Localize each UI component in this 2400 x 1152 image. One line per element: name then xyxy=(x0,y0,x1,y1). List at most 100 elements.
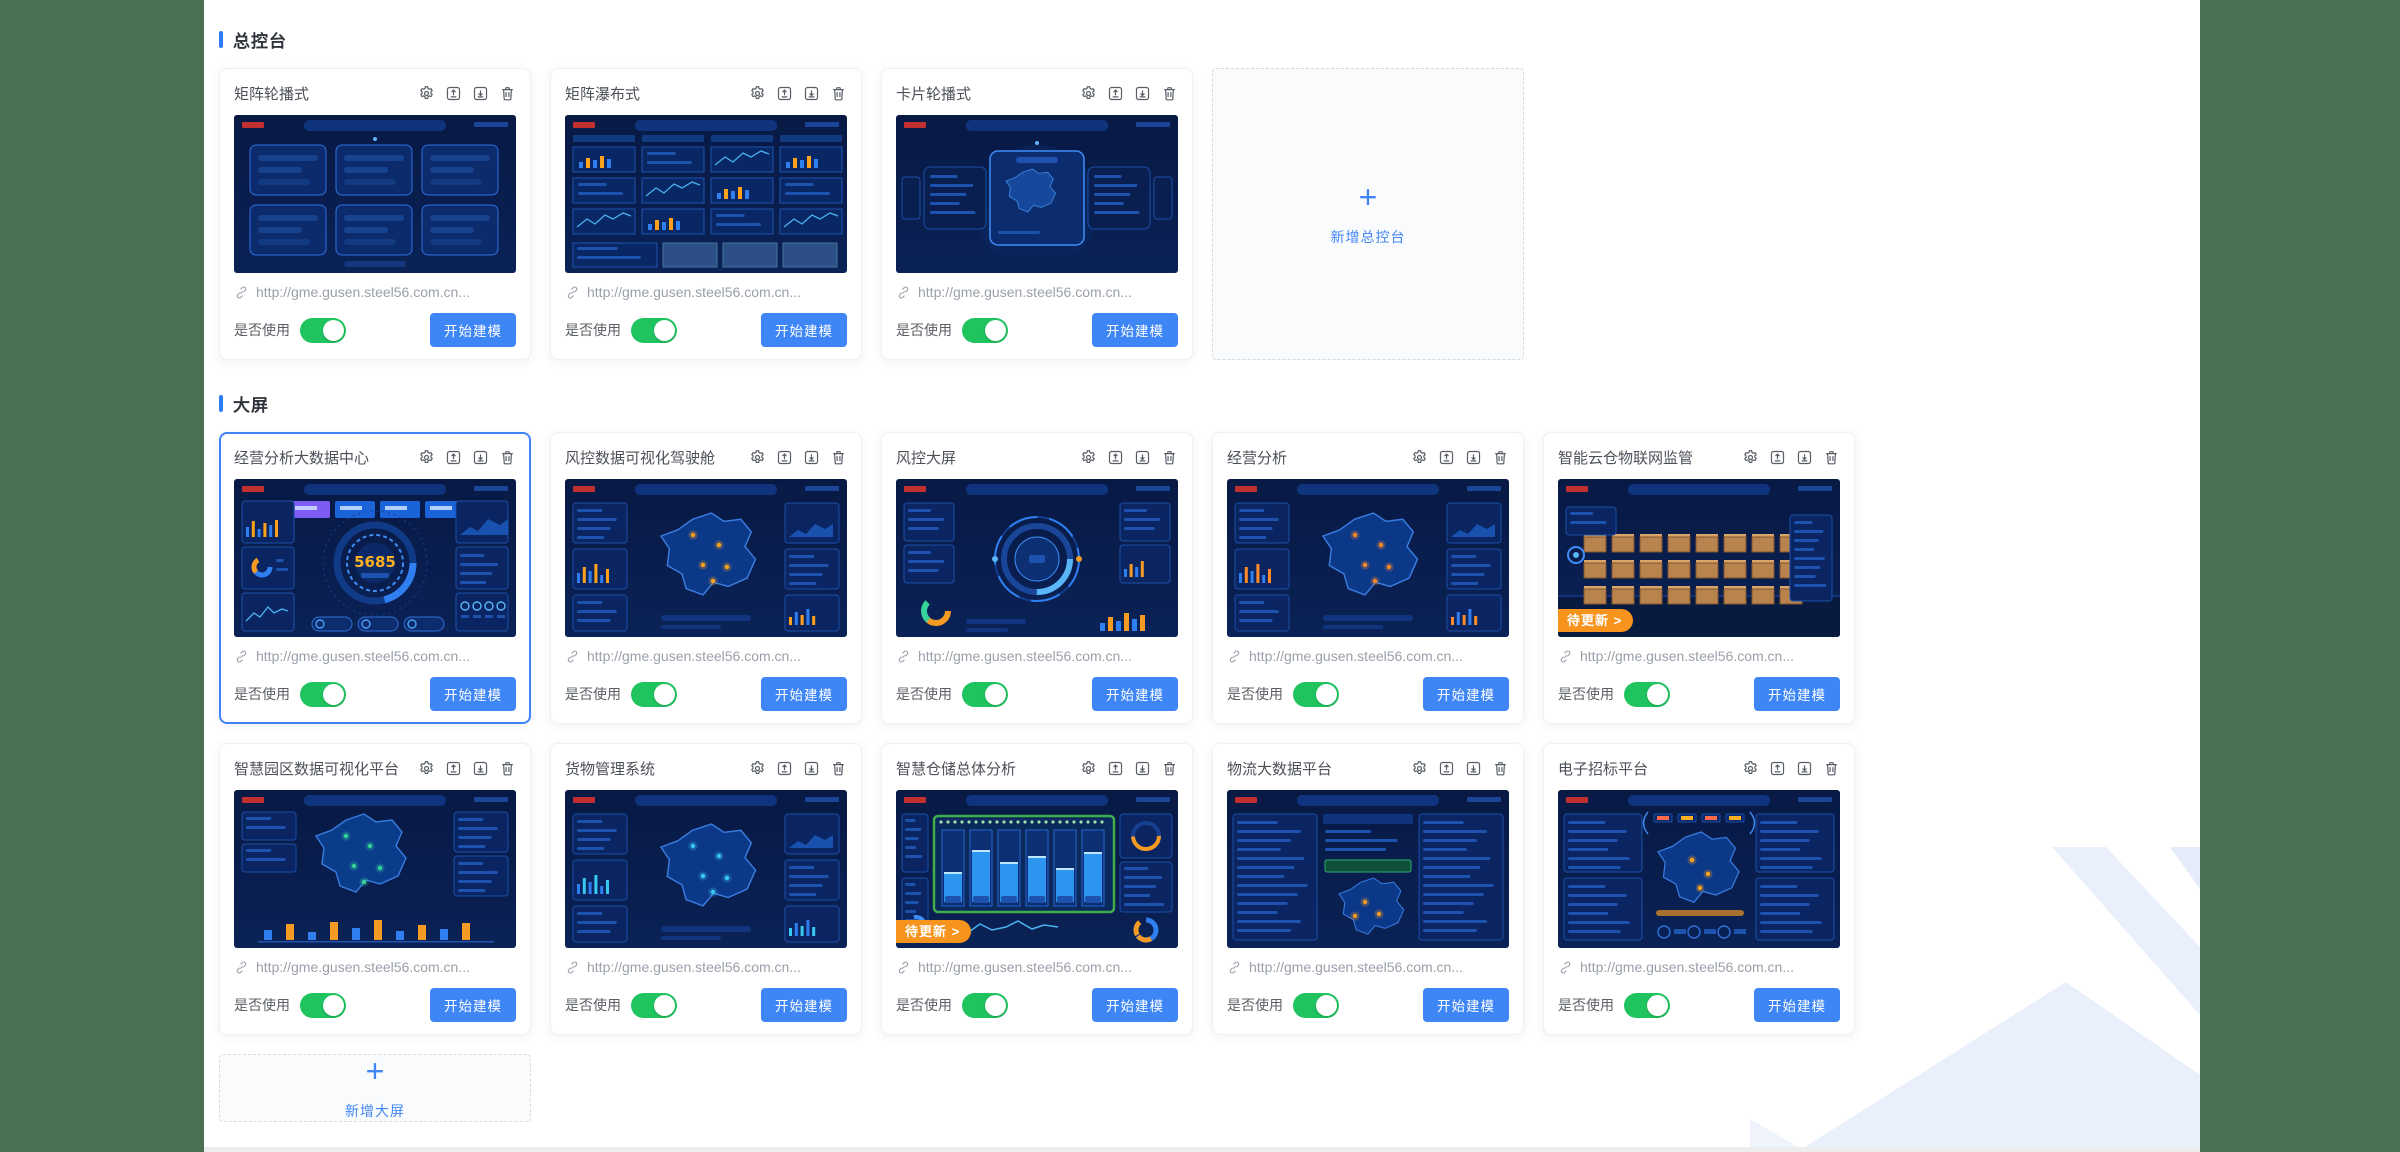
use-toggle[interactable] xyxy=(300,317,346,343)
start-modeling-button[interactable]: 开始建模 xyxy=(761,313,847,347)
use-toggle[interactable] xyxy=(962,317,1008,343)
settings-icon[interactable] xyxy=(418,85,435,102)
start-modeling-button[interactable]: 开始建模 xyxy=(1423,988,1509,1022)
start-modeling-button[interactable]: 开始建模 xyxy=(1092,988,1178,1022)
start-modeling-button[interactable]: 开始建模 xyxy=(1423,677,1509,711)
upload-icon[interactable] xyxy=(1769,760,1786,777)
upload-icon[interactable] xyxy=(776,760,793,777)
settings-icon[interactable] xyxy=(749,760,766,777)
download-icon[interactable] xyxy=(472,449,489,466)
start-modeling-button[interactable]: 开始建模 xyxy=(430,677,516,711)
settings-icon[interactable] xyxy=(1742,760,1759,777)
settings-icon[interactable] xyxy=(1411,760,1428,777)
delete-icon[interactable] xyxy=(830,85,847,102)
settings-icon[interactable] xyxy=(1411,449,1428,466)
dashboard-preview-thumbnail[interactable] xyxy=(1227,479,1509,637)
update-badge[interactable]: 待更新 > xyxy=(896,920,972,943)
upload-icon[interactable] xyxy=(445,449,462,466)
start-modeling-button[interactable]: 开始建模 xyxy=(1754,988,1840,1022)
use-toggle[interactable] xyxy=(962,992,1008,1018)
upload-icon[interactable] xyxy=(1107,760,1124,777)
download-icon[interactable] xyxy=(1134,760,1151,777)
dashboard-preview-thumbnail[interactable]: 待更新 > xyxy=(1558,479,1840,637)
delete-icon[interactable] xyxy=(1161,449,1178,466)
settings-icon[interactable] xyxy=(1742,449,1759,466)
delete-icon[interactable] xyxy=(1161,85,1178,102)
delete-icon[interactable] xyxy=(499,449,516,466)
dashboard-url[interactable]: http://gme.gusen.steel56.com.cn... xyxy=(565,284,847,300)
use-toggle[interactable] xyxy=(1624,681,1670,707)
use-toggle[interactable] xyxy=(1624,992,1670,1018)
upload-icon[interactable] xyxy=(1107,85,1124,102)
dashboard-url[interactable]: http://gme.gusen.steel56.com.cn... xyxy=(896,284,1178,300)
download-icon[interactable] xyxy=(803,760,820,777)
use-toggle[interactable] xyxy=(300,992,346,1018)
dashboard-preview-thumbnail[interactable] xyxy=(1227,790,1509,948)
download-icon[interactable] xyxy=(1134,449,1151,466)
settings-icon[interactable] xyxy=(1080,760,1097,777)
dashboard-url[interactable]: http://gme.gusen.steel56.com.cn... xyxy=(565,648,847,664)
dashboard-preview-thumbnail[interactable] xyxy=(896,115,1178,273)
delete-icon[interactable] xyxy=(499,85,516,102)
delete-icon[interactable] xyxy=(830,760,847,777)
start-modeling-button[interactable]: 开始建模 xyxy=(430,988,516,1022)
settings-icon[interactable] xyxy=(749,449,766,466)
dashboard-preview-thumbnail[interactable] xyxy=(896,479,1178,637)
use-toggle[interactable] xyxy=(631,681,677,707)
upload-icon[interactable] xyxy=(445,760,462,777)
start-modeling-button[interactable]: 开始建模 xyxy=(430,313,516,347)
dashboard-url[interactable]: http://gme.gusen.steel56.com.cn... xyxy=(1558,648,1840,664)
upload-icon[interactable] xyxy=(1438,760,1455,777)
download-icon[interactable] xyxy=(1796,760,1813,777)
download-icon[interactable] xyxy=(472,85,489,102)
dashboard-preview-thumbnail[interactable] xyxy=(234,790,516,948)
upload-icon[interactable] xyxy=(776,85,793,102)
delete-icon[interactable] xyxy=(1492,760,1509,777)
upload-icon[interactable] xyxy=(1438,449,1455,466)
dashboard-url[interactable]: http://gme.gusen.steel56.com.cn... xyxy=(234,284,516,300)
upload-icon[interactable] xyxy=(445,85,462,102)
download-icon[interactable] xyxy=(1465,449,1482,466)
dashboard-url[interactable]: http://gme.gusen.steel56.com.cn... xyxy=(896,959,1178,975)
dashboard-url[interactable]: http://gme.gusen.steel56.com.cn... xyxy=(1227,959,1509,975)
delete-icon[interactable] xyxy=(1823,449,1840,466)
use-toggle[interactable] xyxy=(631,317,677,343)
dashboard-preview-thumbnail[interactable]: 5685 xyxy=(234,479,516,637)
dashboard-url[interactable]: http://gme.gusen.steel56.com.cn... xyxy=(565,959,847,975)
download-icon[interactable] xyxy=(1465,760,1482,777)
add-card[interactable]: + 新增大屏 xyxy=(219,1054,531,1122)
start-modeling-button[interactable]: 开始建模 xyxy=(761,677,847,711)
delete-icon[interactable] xyxy=(1823,760,1840,777)
use-toggle[interactable] xyxy=(962,681,1008,707)
upload-icon[interactable] xyxy=(776,449,793,466)
settings-icon[interactable] xyxy=(1080,449,1097,466)
start-modeling-button[interactable]: 开始建模 xyxy=(1754,677,1840,711)
download-icon[interactable] xyxy=(472,760,489,777)
dashboard-url[interactable]: http://gme.gusen.steel56.com.cn... xyxy=(234,959,516,975)
settings-icon[interactable] xyxy=(1080,85,1097,102)
download-icon[interactable] xyxy=(803,85,820,102)
dashboard-url[interactable]: http://gme.gusen.steel56.com.cn... xyxy=(1227,648,1509,664)
update-badge[interactable]: 待更新 > xyxy=(1558,609,1634,632)
dashboard-preview-thumbnail[interactable] xyxy=(234,115,516,273)
dashboard-preview-thumbnail[interactable]: 待更新 > xyxy=(896,790,1178,948)
dashboard-preview-thumbnail[interactable] xyxy=(565,790,847,948)
upload-icon[interactable] xyxy=(1769,449,1786,466)
delete-icon[interactable] xyxy=(1161,760,1178,777)
delete-icon[interactable] xyxy=(1492,449,1509,466)
add-card[interactable]: + 新增总控台 xyxy=(1212,68,1524,360)
use-toggle[interactable] xyxy=(1293,992,1339,1018)
use-toggle[interactable] xyxy=(1293,681,1339,707)
dashboard-preview-thumbnail[interactable] xyxy=(1558,790,1840,948)
upload-icon[interactable] xyxy=(1107,449,1124,466)
dashboard-preview-thumbnail[interactable] xyxy=(565,479,847,637)
download-icon[interactable] xyxy=(1134,85,1151,102)
settings-icon[interactable] xyxy=(418,760,435,777)
start-modeling-button[interactable]: 开始建模 xyxy=(1092,677,1178,711)
delete-icon[interactable] xyxy=(499,760,516,777)
dashboard-url[interactable]: http://gme.gusen.steel56.com.cn... xyxy=(234,648,516,664)
dashboard-url[interactable]: http://gme.gusen.steel56.com.cn... xyxy=(896,648,1178,664)
use-toggle[interactable] xyxy=(631,992,677,1018)
use-toggle[interactable] xyxy=(300,681,346,707)
dashboard-url[interactable]: http://gme.gusen.steel56.com.cn... xyxy=(1558,959,1840,975)
